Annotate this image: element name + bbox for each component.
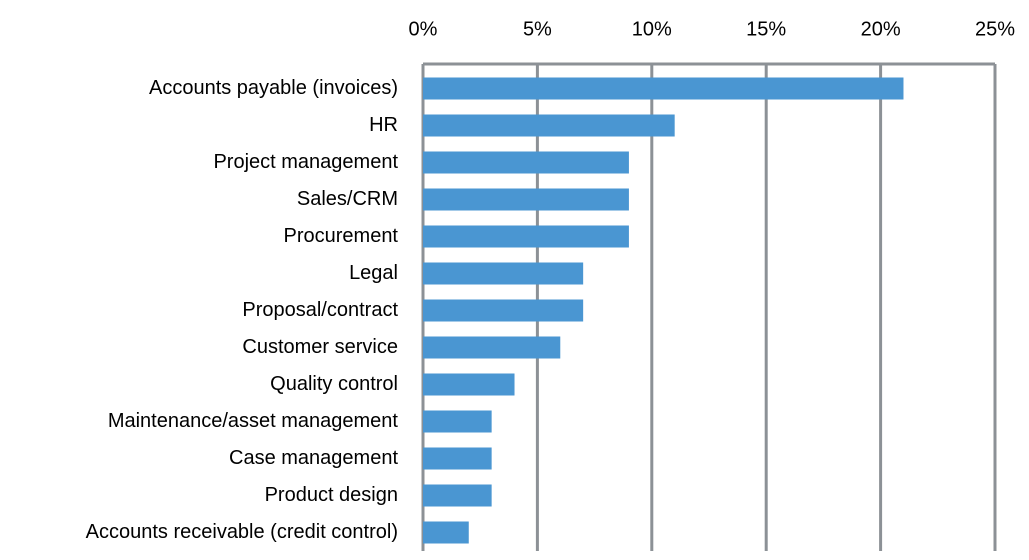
bar: [423, 484, 492, 507]
x-tick-label: 10%: [632, 18, 672, 40]
bar: [423, 447, 492, 470]
bar: [423, 299, 584, 322]
y-tick-label: Project management: [213, 151, 398, 173]
y-tick-label: Legal: [349, 262, 398, 284]
bar: [423, 336, 561, 359]
x-tick-label: 5%: [523, 18, 552, 40]
y-tick-label: Sales/CRM: [297, 188, 398, 210]
bar: [423, 114, 675, 137]
bar: [423, 225, 629, 248]
bar: [423, 188, 629, 211]
y-tick-label: Procurement: [284, 225, 399, 247]
y-tick-label: Quality control: [270, 373, 398, 395]
bar: [423, 521, 469, 544]
x-tick-label: 20%: [861, 18, 901, 40]
y-tick-label: HR: [369, 114, 398, 136]
y-tick-label: Accounts payable (invoices): [149, 77, 398, 99]
bar: [423, 262, 584, 285]
x-tick-label: 25%: [975, 18, 1015, 40]
bar: [423, 77, 904, 100]
y-tick-label: Accounts receivable (credit control): [86, 521, 398, 543]
x-tick-label: 15%: [746, 18, 786, 40]
y-tick-label: Maintenance/asset management: [108, 410, 399, 432]
x-tick-label: 0%: [409, 18, 438, 40]
y-tick-label: Proposal/contract: [242, 299, 398, 321]
bar: [423, 410, 492, 433]
y-tick-label: Product design: [265, 484, 398, 506]
bar: [423, 151, 629, 174]
y-tick-label: Customer service: [242, 336, 398, 358]
bar: [423, 373, 515, 396]
y-tick-label: Case management: [229, 447, 398, 469]
